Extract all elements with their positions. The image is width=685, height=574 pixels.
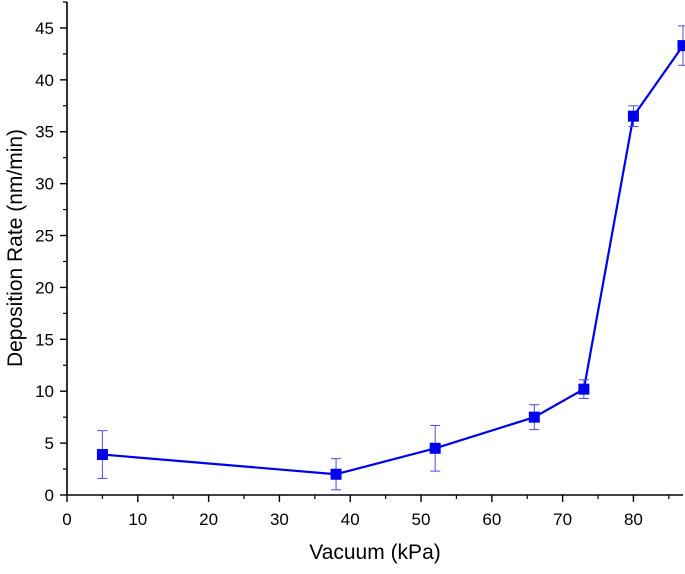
y-tick-label: 40 bbox=[35, 71, 54, 90]
data-point-marker bbox=[627, 110, 639, 122]
data-point-marker bbox=[330, 468, 342, 480]
y-tick-label: 10 bbox=[35, 382, 54, 401]
x-tick-label: 0 bbox=[62, 510, 71, 529]
series-line bbox=[102, 44, 684, 476]
data-point-marker bbox=[677, 40, 685, 52]
y-tick-label: 5 bbox=[45, 434, 54, 453]
data-point-marker bbox=[96, 449, 108, 461]
x-axis-ticks: 0 10 20 30 40 50 60 70 80 bbox=[62, 495, 670, 529]
x-tick-label: 50 bbox=[412, 510, 431, 529]
x-tick-label: 60 bbox=[482, 510, 501, 529]
data-point-marker bbox=[429, 442, 441, 454]
x-tick-label: 80 bbox=[624, 510, 643, 529]
y-tick-label: 35 bbox=[35, 123, 54, 142]
plot-frame bbox=[66, 2, 683, 496]
y-tick-label: 45 bbox=[35, 19, 54, 38]
y-tick-label: 25 bbox=[35, 227, 54, 246]
x-tick-label: 40 bbox=[341, 510, 360, 529]
x-axis-title: Vacuum (kPa) bbox=[309, 541, 441, 564]
data-point-marker bbox=[578, 383, 590, 395]
y-tick-label: 0 bbox=[45, 486, 54, 505]
y-tick-label: 20 bbox=[35, 278, 54, 297]
data-point-marker bbox=[528, 411, 540, 423]
series-layer bbox=[96, 25, 685, 491]
x-tick-label: 10 bbox=[128, 510, 147, 529]
y-axis-title: Deposition Rate (nm/min) bbox=[4, 129, 27, 367]
x-tick-label: 70 bbox=[553, 510, 572, 529]
y-tick-label: 30 bbox=[35, 175, 54, 194]
y-axis-ticks: 0 5 10 15 20 25 30 35 40 45 bbox=[35, 1, 67, 505]
x-tick-label: 20 bbox=[199, 510, 218, 529]
x-tick-label: 30 bbox=[270, 510, 289, 529]
y-tick-label: 15 bbox=[35, 330, 54, 349]
